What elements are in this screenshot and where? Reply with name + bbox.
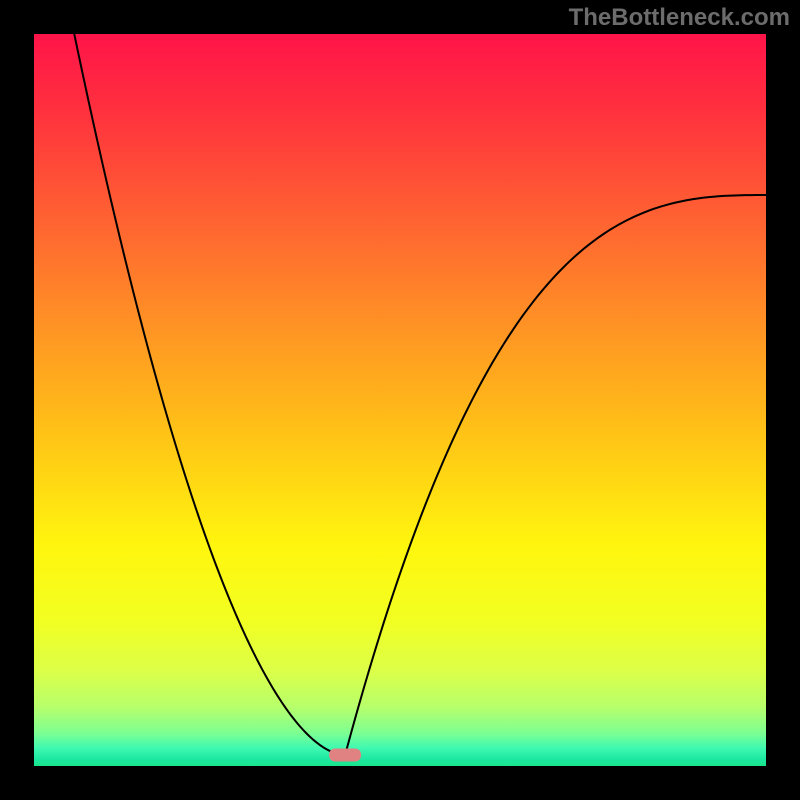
chart-container: TheBottleneck.com xyxy=(0,0,800,800)
bottleneck-chart xyxy=(0,0,800,800)
bottleneck-marker xyxy=(329,749,361,762)
plot-background xyxy=(34,34,766,766)
